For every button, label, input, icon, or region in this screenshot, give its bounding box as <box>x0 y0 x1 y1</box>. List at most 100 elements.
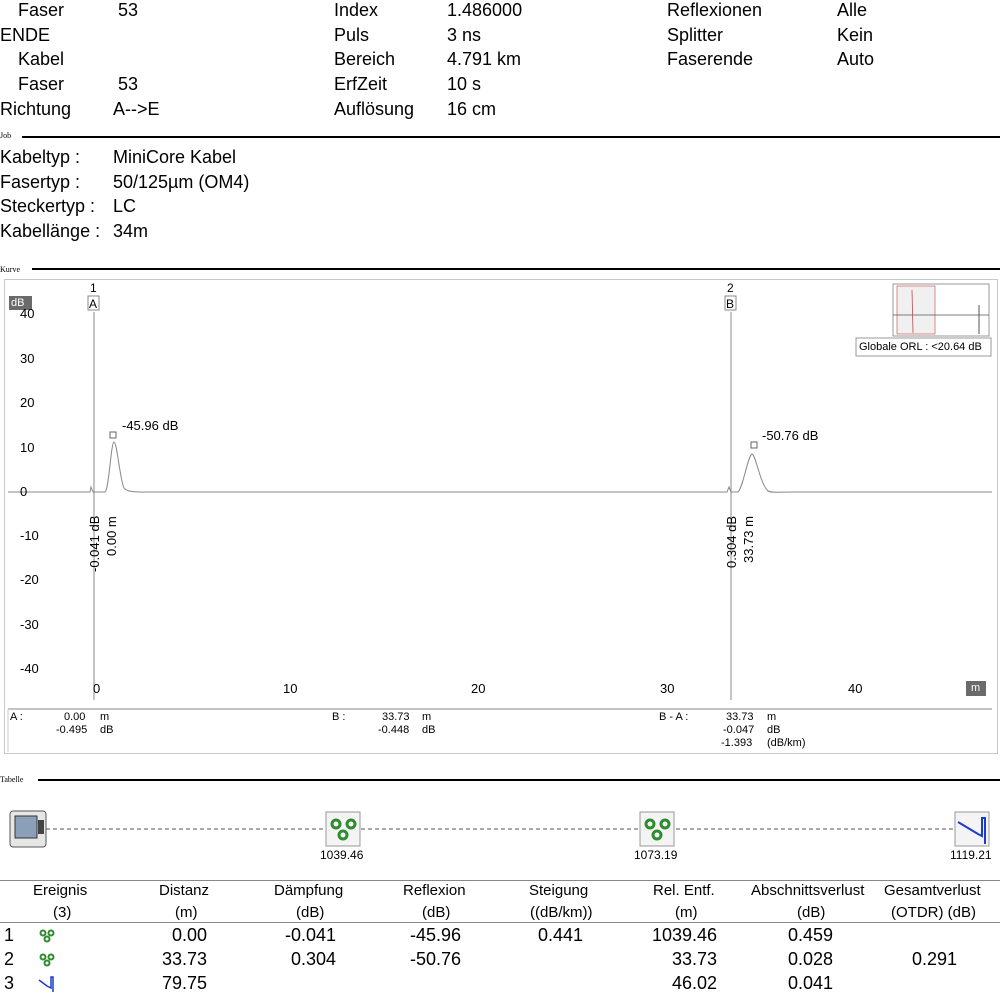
col-unit-distanz: (m) <box>175 904 198 921</box>
otdr-trace-line <box>8 441 992 493</box>
index-value: 1.486000 <box>447 0 523 20</box>
marker-a-number: 1 <box>90 281 97 295</box>
kabellaenge-value: 34m <box>113 221 149 241</box>
marker-b-number: 2 <box>727 281 734 295</box>
readout-b-u2: dB <box>422 724 436 736</box>
tabelle-divider <box>38 779 1000 781</box>
orl-box <box>855 337 992 357</box>
x-tick: 10 <box>283 681 298 696</box>
marker-b-flag[interactable] <box>724 295 737 311</box>
fasertyp-label: Fasertyp : <box>0 172 81 192</box>
cell-reflexion: -45.96 <box>410 925 462 945</box>
cell-steigung: 0.441 <box>538 925 584 945</box>
connector-icon <box>39 929 55 943</box>
y-unit-badge <box>9 296 32 310</box>
marker-b-letter: B <box>726 297 735 311</box>
marker-a-letter: A <box>89 297 98 311</box>
readout-ba-u1: m <box>767 711 777 723</box>
faser2-value: 53 <box>118 74 139 94</box>
connector-icon[interactable] <box>639 811 675 847</box>
cell-rel-entf: 1039.46 <box>652 925 718 945</box>
readout-a-v1: 0.00 <box>64 711 86 723</box>
x-tick: 40 <box>848 681 863 696</box>
cell-reflexion: -50.76 <box>410 949 462 969</box>
col-header-rel-entf[interactable]: Rel. Entf. <box>653 882 715 899</box>
link-map <box>9 810 990 848</box>
marker-a-loss-label: -0.041 dB <box>87 515 102 572</box>
col-header-abschnittsverlust[interactable]: Abschnittsverlust <box>751 882 865 899</box>
readout-a-u1: m <box>100 711 110 723</box>
cell-distanz: 33.73 <box>162 949 208 969</box>
col-header-reflexion[interactable]: Reflexion <box>403 882 466 899</box>
y-tick: 0 <box>20 484 28 499</box>
marker-b-loss-label: 0.304 dB <box>724 515 739 568</box>
readout-ba-u2: dB <box>767 724 781 736</box>
marker-a-flag[interactable] <box>87 295 100 311</box>
readout-b-u1: m <box>422 711 432 723</box>
peak-a-handle[interactable] <box>109 431 117 439</box>
col-unit-rel-entf: (m) <box>675 904 698 921</box>
bereich-label: Bereich <box>334 49 396 69</box>
job-section-label: Job <box>0 131 12 140</box>
richtung-value: A-->E <box>113 99 160 119</box>
otdr-trace-chart[interactable] <box>0 0 1000 760</box>
reflexionen-value: Alle <box>837 0 868 20</box>
cell-distanz: 79.75 <box>162 973 208 993</box>
splitter-value: Kein <box>837 25 874 45</box>
x-tick: 30 <box>660 681 675 696</box>
fiber-end-icon[interactable] <box>954 811 990 847</box>
readout-b-v2: -0.448 <box>378 724 410 736</box>
erfzeit-value: 10 s <box>447 74 482 94</box>
col-header-gesamtverlust[interactable]: Gesamtverlust <box>884 882 981 899</box>
row-number: 3 <box>4 973 15 993</box>
map-label-2: 1073.19 <box>634 848 678 862</box>
connector-icon[interactable] <box>325 811 361 847</box>
readout-b-v1: 33.73 <box>382 711 410 723</box>
x-unit-badge <box>966 681 986 696</box>
kurve-divider <box>32 268 1000 270</box>
readout-ba-u3: (dB/km) <box>767 737 806 749</box>
row-number: 1 <box>4 925 15 945</box>
splitter-label: Splitter <box>667 25 724 45</box>
col-unit-gesamtverlust: (OTDR) (dB) <box>891 904 976 921</box>
fasertyp-value: 50/125µm (OM4) <box>113 172 250 192</box>
readout-a-v2: -0.495 <box>56 724 88 736</box>
table-top-border <box>0 880 1000 881</box>
reflexionen-label: Reflexionen <box>667 0 763 20</box>
otdr-device-icon[interactable] <box>9 810 47 848</box>
cell-rel-entf: 46.02 <box>672 973 718 993</box>
aufloesung-value: 16 cm <box>447 99 497 119</box>
table-header-border <box>0 922 1000 923</box>
readout-ba-v1: 33.73 <box>726 711 754 723</box>
bereich-value: 4.791 km <box>447 49 522 69</box>
connector-icon <box>39 953 55 967</box>
col-header-ereignis[interactable]: Ereignis <box>33 882 88 899</box>
col-header-distanz[interactable]: Distanz <box>159 882 210 899</box>
col-unit-ereignis: (3) <box>53 904 72 921</box>
col-header-daempfung[interactable]: Dämpfung <box>274 882 344 899</box>
faserende-label: Faserende <box>667 49 754 69</box>
orl-label: Globale ORL : <20.64 dB <box>859 341 982 353</box>
col-header-steigung[interactable]: Steigung <box>529 882 589 899</box>
x-tick: 20 <box>471 681 486 696</box>
y-tick: -30 <box>20 617 39 632</box>
col-unit-reflexion: (dB) <box>422 904 451 921</box>
y-tick: -20 <box>20 572 39 587</box>
kabellaenge-label: Kabellänge : <box>0 221 101 241</box>
row-number: 2 <box>4 949 15 969</box>
richtung-label: Richtung <box>0 99 72 119</box>
cell-daempfung: 0.304 <box>291 949 337 969</box>
marker-a-dist-label: 0.00 m <box>104 516 119 556</box>
overview-marker <box>911 289 914 334</box>
y-tick: 40 <box>20 306 35 321</box>
index-label: Index <box>334 0 379 20</box>
cell-rel-entf: 33.73 <box>672 949 718 969</box>
steckertyp-value: LC <box>113 196 137 216</box>
cell-abschnittsverlust: 0.459 <box>788 925 834 945</box>
cell-abschnittsverlust: 0.041 <box>788 973 834 993</box>
peak-b-handle[interactable] <box>750 441 758 449</box>
puls-label: Puls <box>334 25 370 45</box>
faser2-label: Faser <box>18 74 65 94</box>
col-unit-daempfung: (dB) <box>296 904 325 921</box>
tabelle-section-label: Tabelle <box>0 775 24 784</box>
